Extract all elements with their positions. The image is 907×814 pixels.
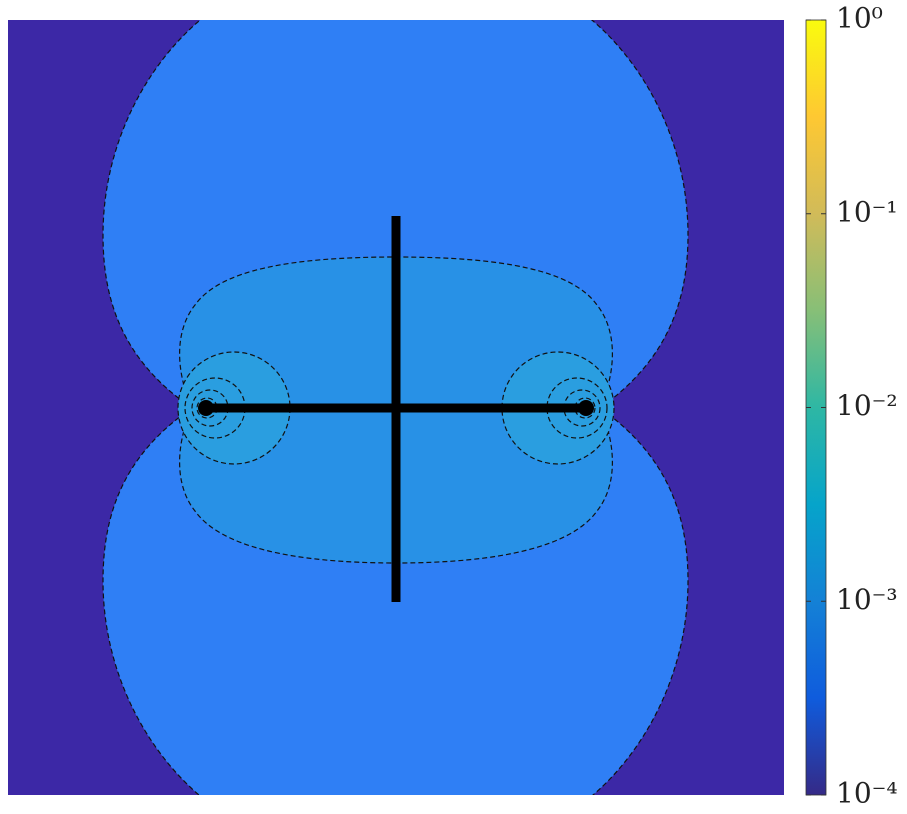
colorbar-tick-label: 10⁻⁴	[836, 777, 898, 810]
contour-line	[574, 397, 596, 419]
contour-line	[546, 377, 608, 439]
endpoint	[198, 400, 214, 416]
colorbar-tick-label: 10⁰	[836, 2, 883, 35]
colorbar-tick-label: 10⁻¹	[836, 195, 898, 228]
colorbar-tick-label: 10⁻³	[836, 583, 898, 616]
endpoint	[578, 400, 594, 416]
contour-plot	[8, 20, 784, 795]
colorbar-tick-label: 10⁻²	[836, 389, 898, 422]
